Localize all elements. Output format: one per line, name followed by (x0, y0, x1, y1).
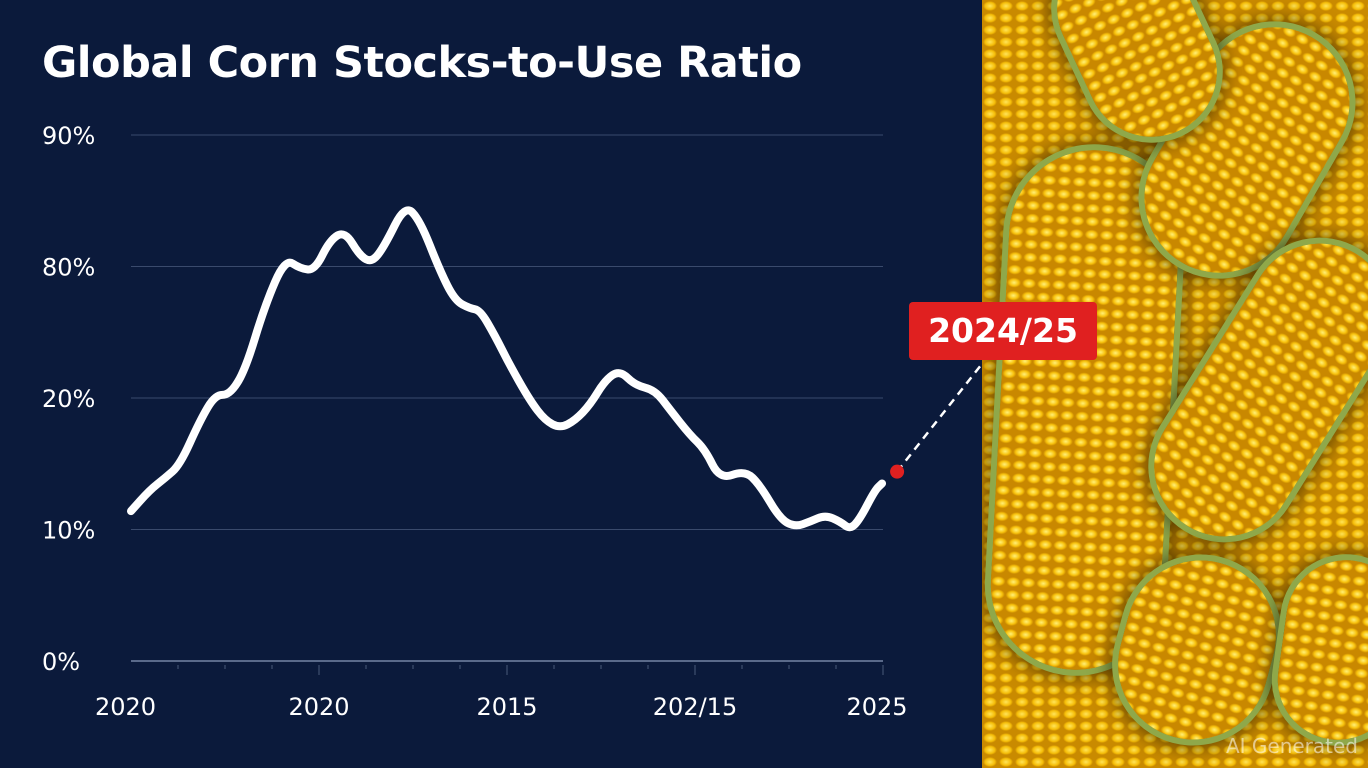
corn-image (982, 0, 1368, 768)
x-tick-label: 2020 (95, 693, 156, 721)
x-tick-label: 2020 (288, 693, 349, 721)
watermark: AI Generated (1225, 734, 1358, 758)
y-tick-label: 0% (42, 648, 80, 676)
y-tick-label: 10% (42, 517, 95, 545)
line-chart: 0% 10% 20% 80% 90% 2020 2020 2015 202/15 2025 (42, 122, 982, 721)
x-tick-label: 202/15 (653, 693, 737, 721)
y-tick-label: 80% (42, 254, 95, 282)
x-tick-label: 2015 (476, 693, 537, 721)
chart-panel (0, 0, 982, 768)
chart-title: Global Corn Stocks-to-Use Ratio (42, 38, 802, 88)
annotation-label: 2024/25 (909, 302, 1097, 360)
y-tick-label: 90% (42, 122, 95, 150)
series-line (127, 206, 887, 532)
corn-cob (1270, 552, 1368, 748)
annotation-marker (890, 464, 905, 479)
annotation-leader (896, 361, 982, 473)
y-tick-label: 20% (42, 385, 95, 413)
x-tick-label: 2025 (846, 693, 907, 721)
